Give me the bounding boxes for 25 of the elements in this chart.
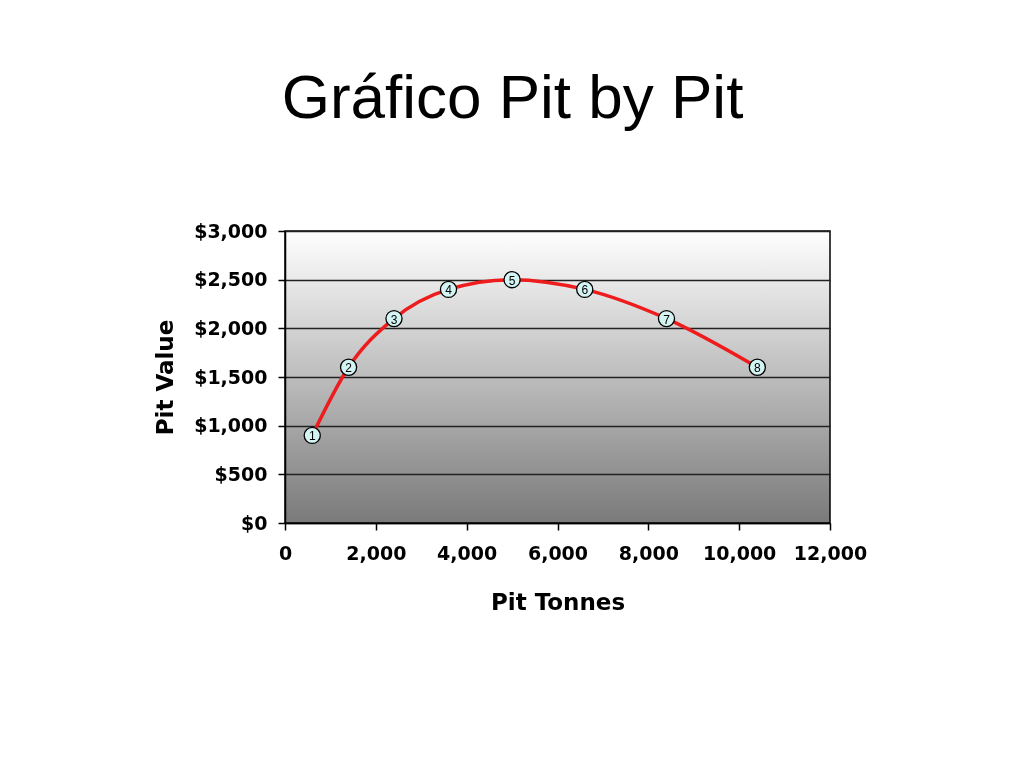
y-tick-label: $1,000 bbox=[194, 414, 268, 437]
y-tick-label: $2,500 bbox=[194, 268, 268, 291]
y-tick-label: $2,000 bbox=[194, 316, 268, 339]
y-axis-title: Pit Value bbox=[152, 319, 179, 436]
annotation: 5 bbox=[508, 273, 516, 288]
annotation: 1 bbox=[308, 429, 316, 444]
x-axis-title: Pit Tonnes bbox=[490, 588, 626, 615]
chart-title: Gráfico Pit by Pit bbox=[281, 62, 744, 131]
y-tick-label: $3,000 bbox=[194, 219, 268, 242]
annotation: 4 bbox=[445, 283, 453, 298]
x-tick-label: 6,000 bbox=[527, 541, 589, 564]
x-tick-label: 8,000 bbox=[618, 541, 679, 564]
annotation: 3 bbox=[390, 312, 398, 327]
x-tick-label: 4,000 bbox=[437, 541, 498, 564]
x-tick-label: 0 bbox=[278, 541, 293, 564]
x-tick-label: 2,000 bbox=[346, 541, 407, 564]
x-tick-label: 10,000 bbox=[703, 541, 777, 564]
y-tick-label: $0 bbox=[241, 511, 268, 534]
annotation: 6 bbox=[581, 283, 589, 298]
annotation: 7 bbox=[663, 312, 671, 327]
annotation: 8 bbox=[753, 361, 761, 376]
y-tick-label: $500 bbox=[214, 462, 268, 485]
x-tick-label: 12,000 bbox=[793, 541, 868, 564]
y-tick-label: $1,500 bbox=[194, 365, 268, 388]
annotation: 2 bbox=[345, 361, 353, 376]
